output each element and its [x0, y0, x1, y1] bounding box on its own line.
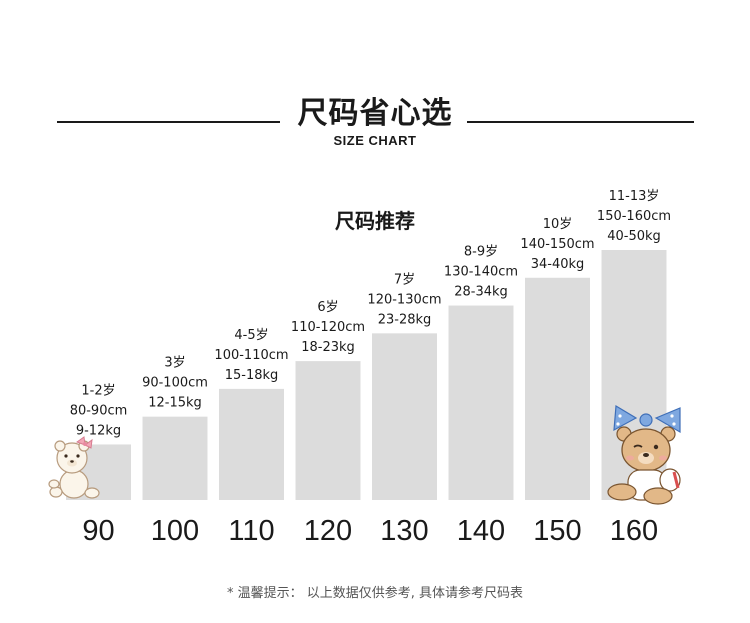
bar-label-140-line-1: 8-9岁	[464, 245, 498, 260]
bars-layer	[66, 250, 667, 500]
bar-label-110-line-2: 100-110cm	[214, 348, 288, 363]
bar-150	[525, 277, 590, 500]
bar-label-120-line-2: 110-120cm	[291, 320, 365, 335]
x-tick-label-130: 130	[380, 515, 428, 547]
bar-label-100-line-2: 90-100cm	[142, 376, 208, 391]
x-tick-label-160: 160	[610, 515, 658, 547]
bar-label-120-line-1: 6岁	[317, 300, 338, 315]
footer-note: * 温馨提示： 以上数据仅供参考, 具体请参考尺码表	[226, 586, 524, 601]
bar-labels-layer: 1-2岁 80-90cm 9-12kg 3岁 90-100cm 12-15kg 4-5岁 10…	[70, 189, 671, 438]
bar-label-120-line-3: 18-23kg	[301, 340, 355, 355]
bar-label-130-line-1: 7岁	[394, 272, 415, 287]
x-tick-label-140: 140	[457, 515, 505, 547]
bar-label-110-line-1: 4-5岁	[234, 328, 268, 343]
bar-140	[448, 305, 514, 500]
bar-label-100-line-3: 12-15kg	[148, 396, 202, 411]
x-tick-label-90: 90	[82, 515, 114, 547]
bar-label-140-line-3: 28-34kg	[454, 285, 508, 300]
x-tick-labels-layer: 90 100 110 120 130 140 150 160	[82, 515, 658, 547]
bar-label-150-line-3: 34-40kg	[531, 257, 585, 272]
bar-label-90-line-2: 80-90cm	[70, 403, 128, 418]
bar-100	[142, 416, 208, 500]
teddy-bear-pink-bow-icon	[48, 436, 100, 499]
x-tick-label-120: 120	[304, 515, 352, 547]
bar-label-130-line-2: 120-130cm	[367, 292, 441, 307]
bar-120	[295, 361, 361, 500]
title-rule-left	[57, 121, 280, 123]
bar-label-150-line-1: 10岁	[543, 217, 573, 232]
x-tick-label-150: 150	[533, 515, 581, 547]
bar-label-110-line-3: 15-18kg	[225, 368, 279, 383]
teddy-bear-blue-bow-icon	[607, 404, 681, 505]
bar-label-150-line-2: 140-150cm	[520, 237, 594, 252]
bar-label-100-line-1: 3岁	[164, 356, 185, 371]
bar-label-160-line-1: 11-13岁	[609, 189, 660, 204]
bar-label-130-line-3: 23-28kg	[378, 312, 432, 327]
title-rule-right	[467, 121, 694, 123]
chart-title: 尺码推荐	[335, 209, 415, 233]
bar-130	[372, 333, 437, 500]
bar-110	[219, 388, 284, 500]
x-tick-label-110: 110	[228, 515, 274, 547]
page-title: 尺码省心选	[297, 96, 453, 131]
bar-label-140-line-2: 130-140cm	[444, 265, 518, 280]
page-subtitle: SIZE CHART	[333, 133, 417, 148]
bar-label-160-line-2: 150-160cm	[597, 209, 671, 224]
x-tick-label-100: 100	[151, 515, 199, 547]
bar-label-90-line-3: 9-12kg	[76, 423, 121, 438]
bar-label-160-line-3: 40-50kg	[607, 229, 661, 244]
bar-label-90-line-1: 1-2岁	[81, 383, 115, 398]
